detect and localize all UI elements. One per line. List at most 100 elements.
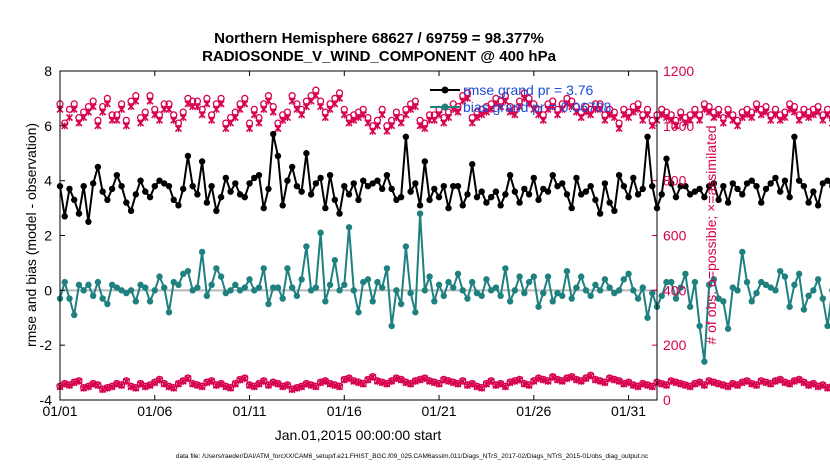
obs-assimilated-point <box>454 380 462 388</box>
rmse-point <box>805 199 812 206</box>
bias-point <box>606 284 613 291</box>
bias-point <box>791 281 798 289</box>
obs-assimilated-point <box>189 380 197 388</box>
rmse-point <box>596 210 604 217</box>
rmse-point <box>179 185 187 193</box>
rmse-point <box>407 188 414 195</box>
obs-assimilated-point <box>350 377 358 385</box>
rmse-point <box>421 158 429 165</box>
obs-assimilated-point <box>108 383 116 391</box>
bias-point <box>596 287 604 294</box>
bias-point <box>355 309 362 316</box>
obs-assimilated-point <box>340 376 348 384</box>
rmse-point <box>383 171 391 179</box>
rmse-point <box>497 202 504 209</box>
obs-assimilated-point <box>222 125 230 133</box>
obs-assimilated-point <box>118 105 126 113</box>
bias-point <box>66 295 73 302</box>
rmse-point <box>94 163 102 171</box>
bias-point <box>639 284 646 291</box>
rmse-point <box>611 207 618 215</box>
obs-assimilated-point <box>715 380 723 388</box>
rmse-point <box>464 191 471 198</box>
obs-assimilated-point <box>691 380 699 388</box>
rmse-point <box>89 180 97 187</box>
bias-point <box>582 287 590 294</box>
bias-point <box>142 284 149 291</box>
obs-assimilated-point <box>596 377 604 385</box>
obs-assimilated-point <box>264 97 273 105</box>
obs-assimilated-point <box>426 377 434 385</box>
obs-assimilated-point <box>122 377 130 385</box>
obs-assimilated-point <box>686 116 694 124</box>
rmse-point <box>634 191 642 198</box>
bias-point <box>161 284 168 291</box>
rmse-point <box>71 196 78 204</box>
obs-assimilated-point <box>568 373 576 381</box>
obs-assimilated-point <box>407 105 415 113</box>
obs-assimilated-point <box>672 122 680 130</box>
bias-point <box>232 281 239 289</box>
bias-point <box>369 298 376 305</box>
obs-assimilated-point <box>302 380 310 388</box>
x-axis-label: Jan.01,2015 00:00:00 start <box>275 427 442 443</box>
rmse-point <box>378 185 386 193</box>
rmse-point <box>355 196 362 204</box>
bias-point <box>497 292 504 300</box>
bias-point <box>426 273 433 280</box>
obs-assimilated-point <box>539 376 547 384</box>
obs-assimilated-point <box>269 379 277 387</box>
rmse-point <box>710 180 718 187</box>
obs-assimilated-point <box>212 105 220 113</box>
rmse-point <box>630 174 637 182</box>
bias-point <box>407 289 414 297</box>
y-tick-right-label: 1000 <box>663 118 694 134</box>
rmse-point <box>75 210 83 217</box>
obs-assimilated-point <box>84 383 92 391</box>
y-tick-left-label: 0 <box>44 282 52 298</box>
bias-point <box>80 287 87 294</box>
obs-assimilated-point <box>231 114 239 122</box>
obs-assimilated-point <box>411 103 419 111</box>
rmse-point <box>66 185 73 193</box>
obs-assimilated-point <box>193 103 201 111</box>
obs-assimilated-point <box>397 119 405 127</box>
obs-assimilated-point <box>402 379 410 387</box>
y-tick-right-label: 1200 <box>663 63 694 79</box>
bias-point <box>402 243 410 250</box>
obs-assimilated-point <box>795 116 803 124</box>
obs-assimilated-point <box>743 111 751 119</box>
obs-assimilated-point <box>738 114 746 122</box>
rmse-point <box>113 171 121 179</box>
obs-assimilated-point <box>625 114 633 122</box>
obs-assimilated-point <box>771 111 780 119</box>
obs-assimilated-point <box>468 380 476 388</box>
obs-assimilated-point <box>146 381 154 390</box>
obs-assimilated-point <box>710 114 718 122</box>
rmse-point <box>715 196 722 204</box>
obs-assimilated-point <box>520 380 528 388</box>
obs-assimilated-point <box>373 122 382 130</box>
obs-assimilated-point <box>553 111 562 119</box>
obs-assimilated-point <box>264 381 273 390</box>
bias-point <box>71 311 78 319</box>
obs-assimilated-point <box>506 108 514 116</box>
obs-assimilated-point <box>482 108 490 116</box>
obs-assimilated-point <box>421 375 429 383</box>
obs-assimilated-point <box>662 114 671 122</box>
obs-assimilated-point <box>288 97 296 105</box>
chart-title-line2: RADIOSONDE_V_WIND_COMPONENT @ 400 hPa <box>202 48 557 65</box>
rmse-point <box>819 180 827 187</box>
obs-assimilated-point <box>203 379 211 387</box>
obs-assimilated-point <box>113 116 121 124</box>
bias-point <box>753 289 760 297</box>
obs-assimilated-point <box>89 380 97 388</box>
obs-assimilated-point <box>179 114 187 122</box>
bias-point <box>388 322 395 330</box>
rmse-point <box>762 185 770 193</box>
bias-point <box>525 278 533 286</box>
y-tick-left-label: 8 <box>44 63 52 79</box>
rmse-point <box>691 188 699 195</box>
bias-point <box>810 287 817 294</box>
rmse-point <box>696 185 703 193</box>
